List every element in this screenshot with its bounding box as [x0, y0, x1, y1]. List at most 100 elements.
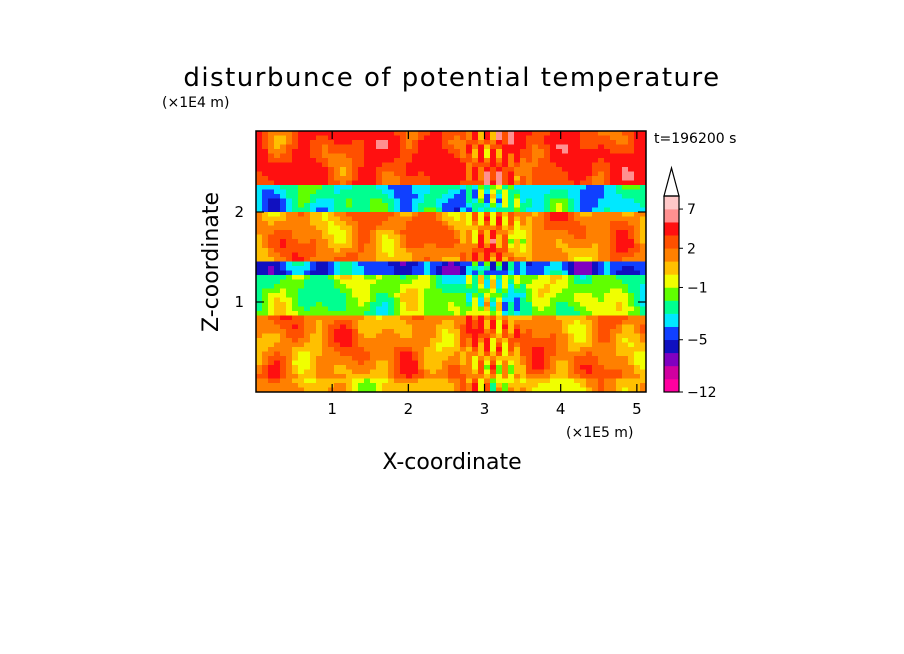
contour-cell: [370, 167, 377, 172]
contour-cell: [634, 162, 641, 168]
contour-cell: [490, 329, 497, 334]
contour-cell: [514, 144, 521, 150]
contour-cell: [544, 365, 551, 370]
contour-cell: [298, 162, 305, 168]
contour-cell: [448, 293, 455, 298]
contour-cell: [370, 221, 377, 226]
contour-cell: [280, 239, 287, 244]
contour-cell: [520, 266, 527, 271]
contour-cell: [478, 347, 485, 352]
contour-cell: [382, 149, 389, 154]
contour-cell: [550, 279, 557, 285]
contour-cell: [262, 356, 269, 361]
contour-cell: [640, 338, 646, 343]
contour-cell: [424, 320, 431, 325]
contour-cell: [400, 351, 407, 357]
contour-cell: [340, 279, 347, 285]
contour-cell: [550, 356, 557, 361]
contour-cell: [586, 297, 593, 303]
contour-cell: [520, 230, 527, 235]
contour-cell: [262, 288, 269, 294]
contour-cell: [466, 293, 473, 298]
contour-cell: [556, 351, 563, 357]
contour-cell: [526, 194, 533, 199]
contour-cell: [370, 198, 377, 204]
contour-cell: [286, 338, 293, 343]
contour-cell: [562, 167, 569, 172]
contour-cell: [328, 257, 335, 262]
contour-cell: [616, 207, 623, 213]
contour-cell: [526, 261, 533, 267]
contour-cell: [478, 279, 485, 285]
contour-cell: [412, 225, 419, 231]
contour-cell: [622, 383, 629, 388]
contour-cell: [298, 189, 305, 195]
contour-cell: [376, 203, 383, 208]
contour-cell: [604, 383, 611, 388]
contour-cell: [298, 302, 305, 307]
contour-cell: [340, 185, 347, 190]
contour-cell: [538, 176, 545, 181]
contour-cell: [616, 342, 623, 348]
contour-cell: [628, 311, 635, 316]
contour-cell: [310, 185, 317, 190]
contour-cell: [454, 216, 461, 222]
contour-cell: [298, 252, 305, 258]
contour-cell: [262, 203, 269, 208]
contour-cell: [568, 234, 575, 240]
contour-cell: [304, 374, 311, 379]
contour-cell: [358, 270, 365, 276]
contour-cell: [412, 347, 419, 352]
contour-cell: [610, 221, 617, 226]
contour-cell: [268, 261, 275, 267]
contour-cell: [610, 185, 617, 190]
contour-cell: [538, 234, 545, 240]
contour-cell: [598, 369, 605, 375]
contour-cell: [256, 374, 263, 379]
contour-cell: [574, 243, 581, 249]
contour-cell: [472, 153, 479, 159]
contour-cell: [526, 347, 533, 352]
contour-cell: [406, 248, 413, 253]
contour-cell: [550, 306, 557, 312]
contour-cell: [568, 149, 575, 154]
contour-cell: [424, 374, 431, 379]
contour-cell: [550, 324, 557, 330]
contour-cell: [562, 284, 569, 289]
contour-cell: [286, 302, 293, 307]
contour-cell: [286, 180, 293, 186]
contour-cell: [508, 261, 515, 267]
contour-cell: [580, 284, 587, 289]
contour-cell: [586, 387, 593, 392]
contour-cell: [262, 248, 269, 253]
contour-cell: [538, 387, 545, 392]
contour-cell: [358, 297, 365, 303]
contour-cell: [628, 284, 635, 289]
contour-cell: [550, 234, 557, 240]
contour-cell: [562, 198, 569, 204]
contour-cell: [346, 221, 353, 226]
contour-cell: [442, 234, 449, 240]
contour-cell: [328, 176, 335, 181]
contour-cell: [568, 270, 575, 276]
contour-cell: [370, 347, 377, 352]
contour-cell: [316, 338, 323, 343]
contour-cell: [544, 356, 551, 361]
contour-cell: [448, 144, 455, 150]
contour-cell: [382, 221, 389, 226]
contour-cell: [310, 257, 317, 262]
contour-cell: [430, 216, 437, 222]
contour-cell: [604, 288, 611, 294]
contour-cell: [364, 234, 371, 240]
contour-cell: [418, 315, 425, 321]
contour-cell: [622, 387, 629, 392]
contour-cell: [418, 171, 425, 177]
contour-cell: [460, 203, 467, 208]
contour-cell: [292, 279, 299, 285]
contour-cell: [322, 261, 329, 267]
contour-cell: [640, 243, 646, 249]
contour-cell: [598, 270, 605, 276]
contour-cell: [400, 167, 407, 172]
contour-cell: [604, 225, 611, 231]
contour-cell: [346, 180, 353, 186]
